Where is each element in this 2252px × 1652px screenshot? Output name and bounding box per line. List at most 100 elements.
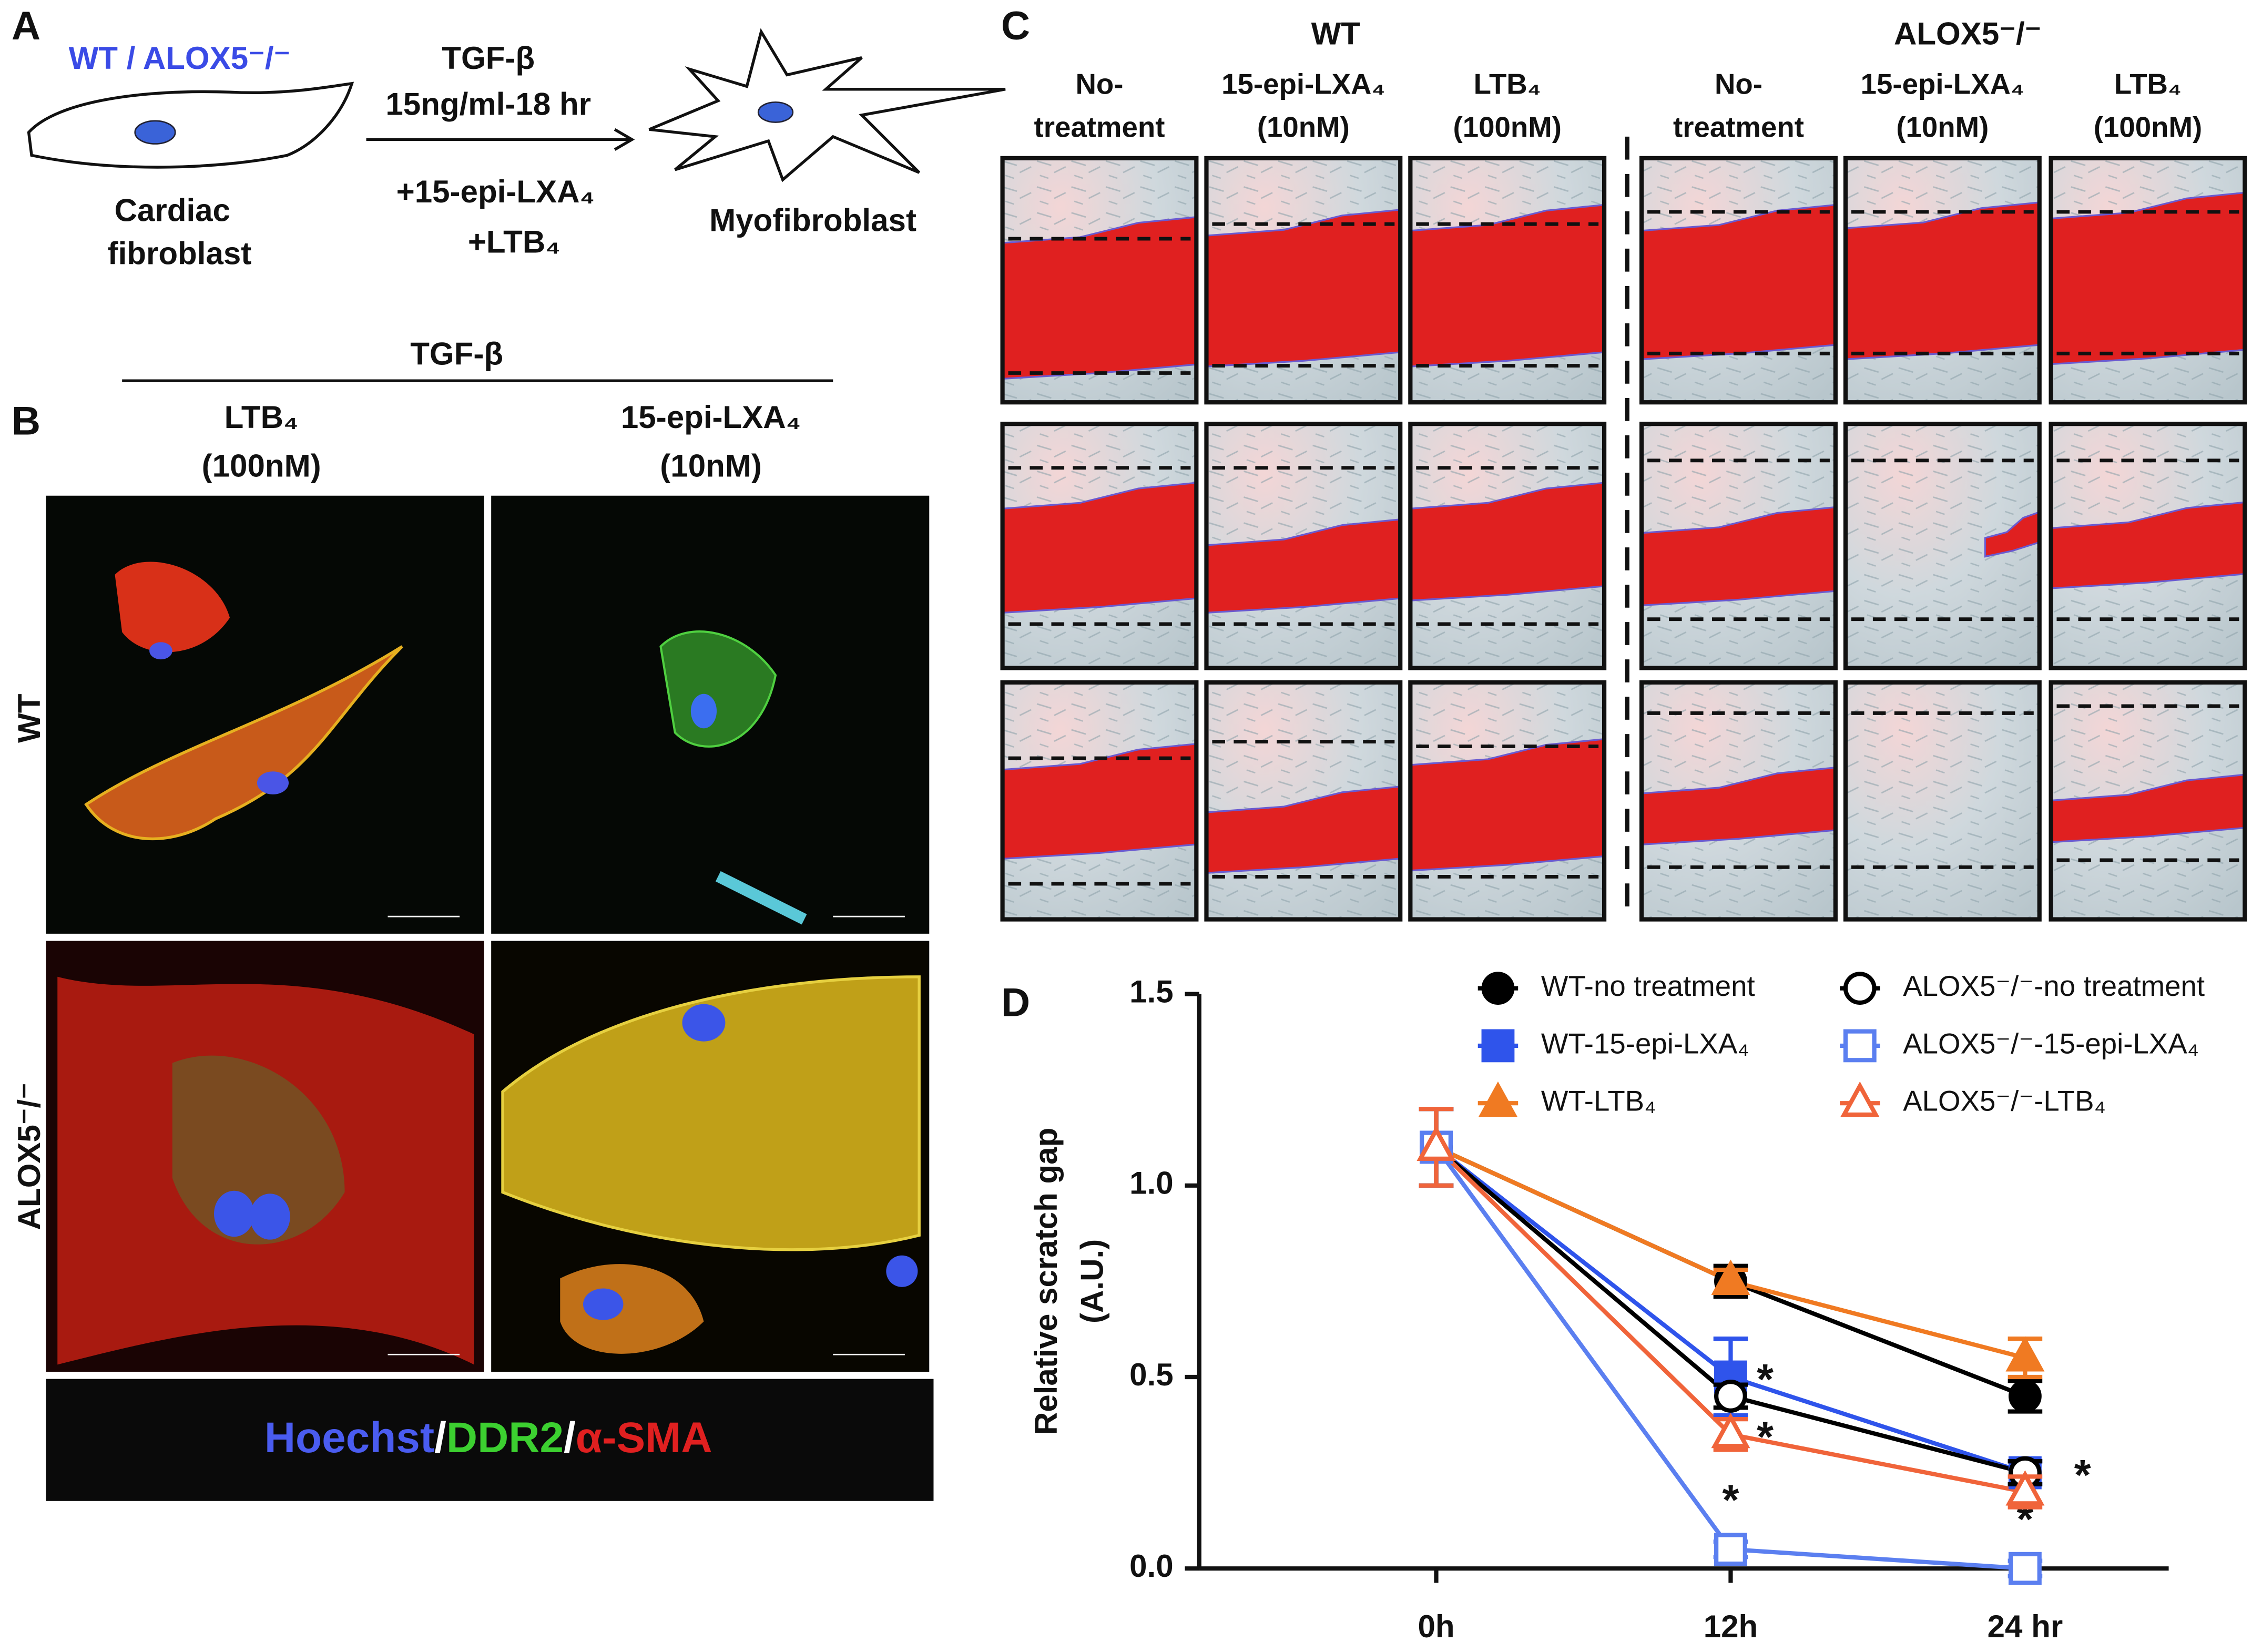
column-label: treatment bbox=[1673, 111, 1804, 144]
scratch-image bbox=[1408, 680, 1607, 922]
scratch-image bbox=[1408, 422, 1607, 670]
y-tick-label: 1.5 bbox=[1129, 974, 1174, 1009]
x-tick-label: 24 hr bbox=[1988, 1609, 2063, 1644]
legend-label: ALOX5⁻/⁻-no treatment bbox=[1903, 970, 2205, 1002]
y-tick-label: 0.5 bbox=[1129, 1357, 1174, 1392]
data-point bbox=[2009, 1552, 2042, 1585]
image-frame bbox=[1204, 422, 1403, 670]
scratch-gap bbox=[1205, 209, 1401, 368]
cell-label: Myofibroblast bbox=[709, 203, 916, 238]
column-label: (100nM) bbox=[202, 448, 321, 484]
significance-star: * bbox=[2074, 1452, 2091, 1500]
image-frame bbox=[1408, 422, 1607, 670]
scratch-gap bbox=[1001, 216, 1197, 380]
fibroblast-shape bbox=[27, 81, 354, 169]
column-label: LTB₄ bbox=[225, 400, 299, 435]
column-label: (100nM) bbox=[2094, 111, 2202, 144]
image-frame bbox=[2049, 422, 2247, 670]
x-tick-label: 12h bbox=[1704, 1609, 1758, 1644]
column-label: 15-epi-LXA₄ bbox=[621, 400, 801, 435]
scratch-image bbox=[1204, 422, 1403, 670]
scratch-image bbox=[1639, 422, 1838, 670]
group-label: TGF-β bbox=[410, 336, 503, 372]
column-label: No- bbox=[1715, 68, 1762, 100]
y-tick-label: 1.0 bbox=[1129, 1166, 1174, 1201]
legend-label: WT-no treatment bbox=[1541, 970, 1755, 1002]
column-label: No- bbox=[1075, 68, 1123, 100]
legend-marker bbox=[1478, 1081, 1517, 1117]
series-line bbox=[1435, 1145, 2026, 1360]
row-label: WT bbox=[12, 694, 47, 743]
addition-label: +15-epi-LXA₄ bbox=[396, 174, 595, 209]
scratch-image bbox=[1843, 156, 2042, 405]
nucleus bbox=[757, 101, 794, 123]
micrograph bbox=[491, 495, 930, 934]
stain: Hoechst bbox=[264, 1414, 434, 1462]
micrograph bbox=[46, 495, 484, 934]
stain: DDR2 bbox=[446, 1414, 564, 1462]
image-frame bbox=[1639, 680, 1838, 922]
stain-bar bbox=[46, 1379, 934, 1501]
image-frame bbox=[1843, 422, 2042, 670]
cell-label: Cardiac bbox=[115, 193, 230, 228]
column-label: (10nM) bbox=[1896, 111, 1989, 144]
data-point bbox=[1711, 1412, 1750, 1449]
row-label: ALOX5⁻/⁻ bbox=[12, 1083, 47, 1230]
image-frame bbox=[1000, 422, 1199, 670]
panel-label: B bbox=[12, 399, 40, 443]
scratch-image bbox=[2049, 156, 2247, 405]
significance-star: * bbox=[1757, 1413, 1774, 1461]
data-point bbox=[2005, 1470, 2045, 1506]
image-frame bbox=[1408, 156, 1607, 405]
scratch-gap bbox=[2050, 191, 2246, 365]
micrograph bbox=[491, 941, 930, 1372]
separator: / bbox=[564, 1414, 576, 1462]
image-frame bbox=[1639, 156, 1838, 405]
significance-star: * bbox=[1723, 1476, 1739, 1524]
image-frame bbox=[1000, 156, 1199, 405]
image-frame bbox=[1000, 680, 1199, 922]
legend-label: WT-LTB₄ bbox=[1541, 1085, 1656, 1117]
panel-c: C WT ALOX5⁻/⁻ No-treatment 15-epi-LXA₄ (10… bbox=[1000, 4, 2247, 922]
scratch-image bbox=[2049, 422, 2247, 670]
panel-label: A bbox=[12, 4, 40, 48]
scratch-image bbox=[1000, 156, 1199, 405]
scratch-image bbox=[1204, 680, 1403, 922]
column-label: LTB₄ bbox=[1474, 68, 1541, 100]
treatment-label: 15ng/ml-18 hr bbox=[385, 86, 591, 121]
panel-label: D bbox=[1001, 981, 1030, 1025]
group-label: WT bbox=[1311, 16, 1361, 52]
column-label: (10nM) bbox=[1257, 111, 1350, 144]
scratch-gap bbox=[1845, 201, 2041, 360]
scratch-image bbox=[1000, 680, 1199, 922]
data-point bbox=[1714, 1379, 1747, 1413]
data-point bbox=[1714, 1533, 1747, 1566]
micrograph bbox=[46, 941, 484, 1372]
image-frame bbox=[1639, 422, 1838, 670]
column-label: treatment bbox=[1034, 111, 1165, 144]
myofibroblast-shape bbox=[648, 28, 1006, 182]
y-tick-label: 0.0 bbox=[1129, 1548, 1174, 1584]
legend-label: ALOX5⁻/⁻-15-epi-LXA₄ bbox=[1903, 1027, 2199, 1059]
significance-star: * bbox=[1757, 1356, 1774, 1404]
image-frame bbox=[2049, 680, 2247, 922]
panel-label: C bbox=[1001, 4, 1030, 48]
x-tick-label: 0h bbox=[1418, 1609, 1454, 1644]
image-frame bbox=[1204, 156, 1403, 405]
scratch-image bbox=[1639, 680, 1838, 922]
scratch-image bbox=[1408, 156, 1607, 405]
legend-marker bbox=[1481, 1029, 1515, 1063]
legend-marker bbox=[1481, 972, 1515, 1005]
scratch-gap bbox=[1409, 203, 1605, 368]
data-point bbox=[1417, 1125, 1456, 1161]
scratch-gap bbox=[1640, 203, 1837, 360]
legend-marker bbox=[1843, 972, 1877, 1005]
legend-marker bbox=[1843, 1029, 1877, 1063]
data-point bbox=[1711, 1259, 1750, 1295]
stain: α-SMA bbox=[576, 1414, 712, 1462]
scratch-image bbox=[1843, 680, 2042, 922]
legend-label: ALOX5⁻/⁻-LTB₄ bbox=[1903, 1085, 2106, 1117]
stain-legend: Hoechst/DDR2/α-SMA bbox=[264, 1414, 712, 1462]
